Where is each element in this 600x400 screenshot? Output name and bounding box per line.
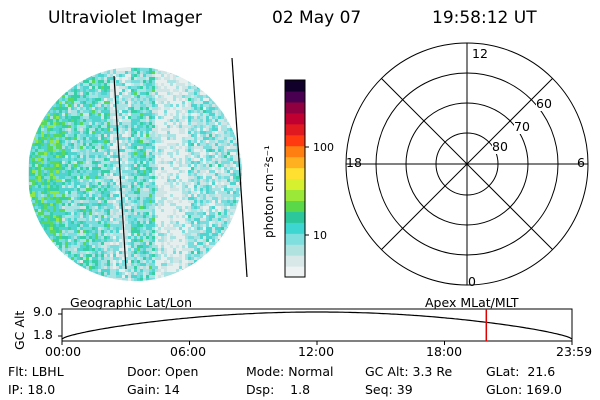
- orbit-ytick-top: 9.0: [33, 304, 53, 319]
- uv-image-disk: [28, 67, 242, 281]
- colorbar-tick-100: 100: [313, 141, 334, 154]
- time-label: 19:58:12 UT: [432, 8, 537, 28]
- colorbar-swatch: [285, 145, 305, 158]
- lat-label-70: 70: [514, 119, 530, 134]
- mlt-label-12: 12: [472, 46, 488, 61]
- orbit-xtick-2: 12:00: [298, 344, 335, 359]
- status-flt: Flt: LBHL: [8, 364, 64, 379]
- orbit-right-title: Apex MLat/MLT: [425, 295, 519, 310]
- meridian-line-2: [231, 57, 248, 278]
- date-label: 02 May 07: [272, 8, 362, 28]
- colorbar-tick-10: 10: [313, 229, 327, 242]
- colorbar-swatch: [285, 233, 305, 245]
- orbit-left-title: Geographic Lat/Lon: [70, 295, 192, 310]
- colorbar-swatch: [285, 200, 305, 212]
- meridian-line-1: [113, 75, 127, 270]
- colorbar-swatch: [285, 112, 305, 125]
- status-door: Door: Open: [127, 364, 199, 379]
- colorbar-swatch: [285, 80, 305, 92]
- colorbar-swatch: [285, 255, 305, 267]
- status-gc-alt: GC Alt: 3.3 Re: [365, 364, 453, 379]
- status-mode: Mode: Normal: [246, 364, 334, 379]
- status-gain: Gain: 14: [127, 382, 180, 397]
- status-glon: GLon: 169.0: [486, 382, 562, 397]
- colorbar-swatch: [285, 189, 305, 201]
- colorbar-unit-label: photon cm⁻²s⁻¹: [262, 145, 276, 238]
- altitude-curve: [61, 311, 573, 340]
- colorbar-swatch: [285, 123, 305, 136]
- colorbar-swatch: [285, 167, 305, 180]
- orbit-xtick-1: 06:00: [170, 344, 207, 359]
- orbit-ytick-bottom: 1.8: [33, 327, 53, 342]
- lat-label-80: 80: [492, 139, 508, 154]
- status-ip: IP: 18.0: [8, 382, 56, 397]
- orbit-xtick-0: 00:00: [45, 344, 82, 359]
- colorbar: [284, 79, 309, 278]
- colorbar-swatch: [285, 244, 305, 256]
- mlt-label-18: 18: [346, 155, 362, 170]
- colorbar-swatch: [285, 211, 305, 223]
- orbit-xtick-4: 23:59: [556, 344, 593, 359]
- colorbar-swatch: [285, 101, 305, 114]
- colorbar-swatch: [285, 266, 305, 278]
- lat-label-60: 60: [536, 96, 552, 111]
- colorbar-swatch: [285, 134, 305, 147]
- status-dsp: Dsp: 1.8: [246, 382, 311, 397]
- orbit-xtick-3: 18:00: [426, 344, 463, 359]
- orbit-ylabel: GC Alt: [12, 310, 27, 350]
- colorbar-swatch: [285, 156, 305, 169]
- colorbar-swatch: [285, 90, 305, 103]
- status-seq: Seq: 39: [365, 382, 413, 397]
- mlt-label-6: 6: [577, 155, 585, 170]
- colorbar-swatch: [285, 222, 305, 234]
- colorbar-swatch: [285, 178, 305, 191]
- status-glat: GLat: 21.6: [486, 364, 556, 379]
- instrument-title: Ultraviolet Imager: [48, 8, 202, 28]
- mlt-label-0: 0: [468, 274, 476, 289]
